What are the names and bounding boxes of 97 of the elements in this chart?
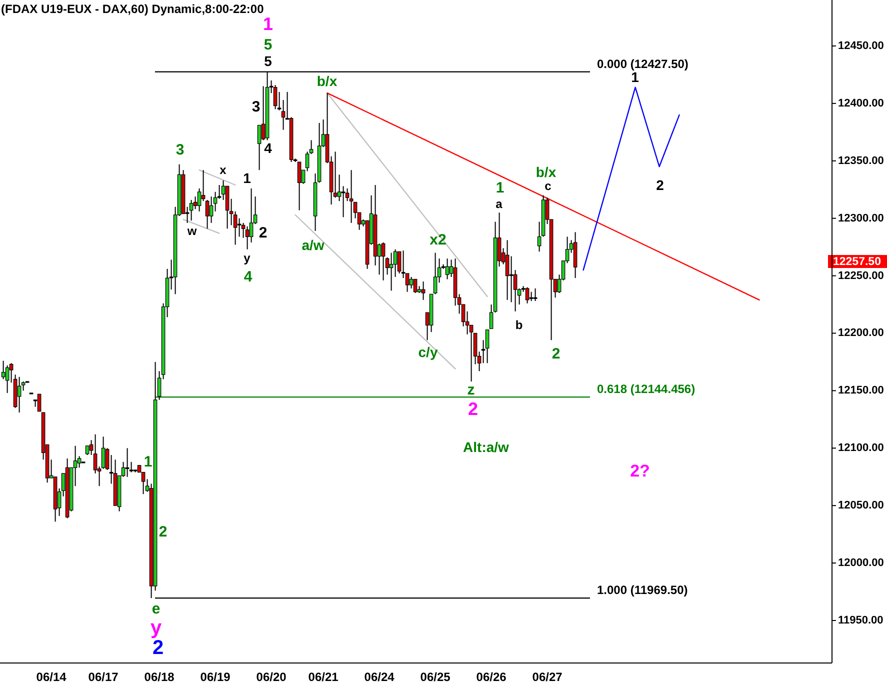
candlestick [505, 240, 510, 300]
annotation: 4 [264, 140, 272, 156]
annotation: 1 [262, 14, 274, 34]
candlestick [485, 329, 490, 364]
x-tick-label: 06/20 [256, 670, 287, 684]
annotation: y [244, 251, 251, 265]
y-tick-label: 12050.00 [838, 500, 884, 512]
candlestick [245, 226, 250, 250]
x-tick-label: 06/14 [36, 670, 67, 684]
annotation: 5 [264, 53, 272, 69]
y-tick-label: 12250.00 [838, 270, 884, 282]
annotation: 2 [158, 524, 168, 540]
annotation: z [467, 382, 475, 398]
annotation: 1 [631, 69, 640, 85]
annotation: 2 [468, 399, 478, 419]
candlestick [509, 256, 514, 303]
candlestick [281, 99, 286, 130]
annotation: x [220, 163, 227, 177]
annotation: 2? [630, 462, 650, 480]
annotation: c [544, 179, 552, 193]
candlestick [197, 188, 202, 212]
annotation: 3 [252, 98, 260, 116]
candlestick [125, 448, 130, 478]
annotation: a/w [302, 237, 324, 253]
annotation: a [496, 197, 503, 211]
annotation: 5 [264, 36, 272, 54]
candlestick [201, 170, 206, 202]
x-tick-label: 06/21 [308, 670, 339, 684]
annotation: x2 [430, 232, 446, 248]
candlestick [5, 364, 10, 394]
annotation: c/y [418, 344, 438, 360]
ref-line-label: 1.000 (11969.50) [597, 583, 688, 598]
candlestick [241, 222, 246, 238]
x-tick-label: 06/25 [420, 670, 451, 684]
y-tick-label: 12000.00 [838, 557, 884, 570]
y-tick-label: 12400.00 [838, 97, 884, 110]
annotation: w [186, 224, 198, 238]
candlestick [205, 199, 210, 230]
text: 12257.50 [833, 256, 881, 268]
candlestick [413, 278, 418, 294]
candlestick [421, 281, 426, 300]
annotation: b/x [316, 73, 338, 89]
annotation: b/x [536, 164, 556, 180]
candlestick [349, 170, 354, 224]
ref-line-label: 0.000 (12427.50) [597, 56, 688, 71]
annotation: y [150, 617, 162, 639]
annotation: 2 [552, 346, 560, 362]
annotation: 3 [176, 142, 184, 158]
annotation: e [152, 600, 160, 618]
x-tick-label: 06/18 [144, 670, 175, 684]
y-tick-label: 12350.00 [838, 154, 884, 167]
x-tick-label: 06/26 [476, 670, 507, 684]
candlestick [237, 218, 242, 238]
candlestick [433, 252, 438, 295]
y-tick-label: 12100.00 [838, 442, 884, 454]
candlestick [257, 124, 262, 171]
candlestick [445, 258, 450, 280]
y-tick-label: 12150.00 [838, 384, 884, 397]
candlestick [209, 196, 214, 224]
candlestick [529, 291, 534, 302]
annotation: Alt:a/w [463, 439, 510, 455]
x-tick-label: 06/19 [200, 670, 231, 684]
candlestick [389, 252, 394, 292]
candlestick [525, 286, 530, 304]
candlestick [1, 360, 6, 380]
candlestick [273, 84, 278, 110]
line-series [582, 86, 680, 271]
y-tick-label: 12450.00 [838, 40, 884, 52]
annotation: 2 [152, 637, 164, 659]
annotation: 2 [656, 177, 664, 193]
annotation: 1 [496, 180, 504, 196]
candlestick [381, 242, 386, 281]
annotation: b [515, 318, 523, 332]
candlestick [93, 434, 98, 474]
candlestick [305, 151, 310, 172]
annotation: 1 [144, 454, 152, 470]
annotation: 2 [258, 224, 268, 242]
x-tick-label: 06/17 [88, 670, 119, 684]
candlestick [533, 288, 538, 302]
chart-title: (FDAX U19-EUX - DAX,60) Dynamic,8:00-22:00 [1, 2, 264, 16]
candlestick [261, 86, 266, 141]
ref-line-label: 0.618 (12144.456) [597, 382, 696, 396]
candlestick [85, 445, 90, 456]
y-tick-label: 11950.00 [838, 614, 884, 626]
x-tick-label: 06/24 [364, 670, 395, 684]
candlestick [37, 394, 42, 412]
candlestick [229, 198, 234, 226]
x-tick-label: 06/27 [532, 670, 563, 684]
annotation: 4 [244, 268, 253, 286]
candlestick [189, 199, 194, 222]
y-tick-label: 12300.00 [838, 212, 884, 224]
candlestick [397, 251, 402, 274]
candlestick [409, 276, 414, 289]
y-tick-label: 12200.00 [838, 327, 884, 340]
candlestick [297, 162, 302, 211]
candlestick [341, 186, 346, 218]
annotation: 1 [243, 170, 252, 186]
